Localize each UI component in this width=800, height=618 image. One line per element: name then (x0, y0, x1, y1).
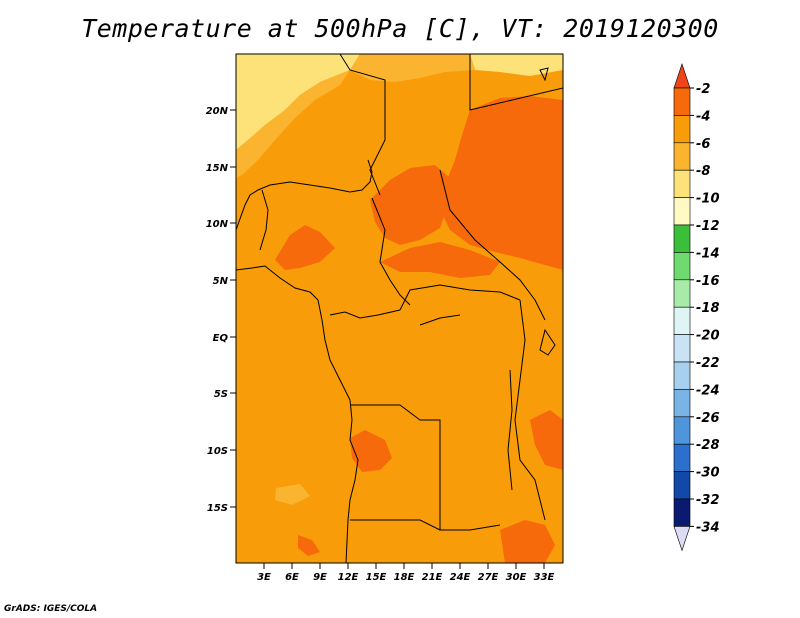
colorbar-swatch (673, 471, 691, 500)
colorbar-swatch (673, 443, 691, 472)
lat-tick-label: 15S (207, 503, 228, 514)
colorbar-label: -8 (696, 164, 710, 179)
colorbar-label: -4 (696, 109, 710, 124)
lat-tick-label: 15N (206, 163, 229, 174)
colorbar-label: -24 (696, 383, 720, 398)
colorbar-swatch (673, 306, 691, 335)
contour-dark-east2 (530, 410, 563, 470)
lon-tick-label: 33E (534, 572, 555, 583)
lat-axis: 20N 15N 10N 5N EQ 5S 10S 15S (206, 106, 236, 514)
colorbar-swatch (673, 389, 691, 418)
colorbar-bottom-arrow (673, 526, 691, 552)
coastlines (236, 54, 563, 563)
colorbar-label: -30 (696, 466, 720, 481)
lat-tick-label: 10N (206, 219, 229, 230)
lat-tick-label: 5S (214, 389, 228, 400)
contour-dark-west (275, 225, 335, 270)
lon-tick-label: 15E (366, 572, 387, 583)
lon-tick-label: 9E (313, 572, 327, 583)
grads-credit: GrADS: IGES/COLA (4, 604, 98, 614)
colorbar-swatch (673, 115, 691, 144)
colorbar-swatch (673, 334, 691, 363)
lon-tick-label: 24E (450, 572, 471, 583)
map-title: Temperature at 500hPa [C], VT: 201912030… (81, 14, 719, 43)
colorbar-swatch (673, 197, 691, 226)
colorbar-swatch (673, 87, 691, 116)
colorbar-label: -34 (696, 520, 720, 535)
colorbar-label: -12 (696, 219, 720, 234)
lat-tick-label: 10S (207, 446, 228, 457)
colorbar-swatch (673, 142, 691, 171)
contour-pale-north (236, 54, 360, 150)
map-frame (235, 53, 564, 564)
contour-dark-angola (350, 430, 392, 472)
lon-tick-label: 3E (257, 572, 271, 583)
colorbar-label: -2 (696, 82, 710, 97)
colorbar-label: -22 (696, 356, 720, 371)
lon-tick-label: 21E (422, 572, 443, 583)
contour-light-south (275, 484, 310, 505)
colorbar-top-arrow (673, 63, 691, 89)
colorbar-swatch (673, 224, 691, 253)
lon-tick-label: 12E (338, 572, 359, 583)
lon-tick-label: 27E (478, 572, 499, 583)
colorbar-label: -14 (696, 246, 720, 261)
contour-dark-sw (298, 535, 320, 556)
colorbar-label: -26 (696, 411, 720, 426)
colorbar-swatch (673, 252, 691, 281)
lat-tick-label: EQ (213, 333, 229, 344)
colorbar: -2 -4 -6 -8 -10 -12 -14 -16 -18 -20 -22 -24 -26 -28 -3… (673, 63, 720, 552)
contour-dark-band (380, 242, 500, 278)
lon-tick-label: 18E (394, 572, 415, 583)
contour-dark-central (370, 165, 450, 245)
temperature-field (236, 54, 563, 563)
colorbar-label: -16 (696, 274, 720, 289)
colorbar-swatch (673, 498, 691, 527)
colorbar-label: -20 (696, 329, 720, 344)
contour-light-nw (236, 70, 350, 178)
colorbar-label: -18 (696, 301, 720, 316)
contour-dark-se (500, 520, 555, 563)
colorbar-label: -6 (696, 137, 710, 152)
lat-tick-label: 5N (213, 276, 229, 287)
lon-tick-label: 6E (285, 572, 299, 583)
contour-light-north (350, 54, 475, 82)
colorbar-label: -10 (696, 192, 720, 207)
colorbar-label: -32 (696, 493, 720, 508)
lon-tick-label: 30E (506, 572, 527, 583)
colorbar-swatch (673, 416, 691, 445)
colorbar-swatch (673, 361, 691, 390)
colorbar-label: -28 (696, 438, 720, 453)
contour-dark-east (440, 96, 563, 270)
colorbar-swatch (673, 169, 691, 198)
colorbar-swatch (673, 279, 691, 308)
lat-tick-label: 20N (206, 106, 229, 117)
lon-axis: 3E 6E 9E 12E 15E 18E 21E 24E 27E 30E 33E (257, 563, 555, 583)
